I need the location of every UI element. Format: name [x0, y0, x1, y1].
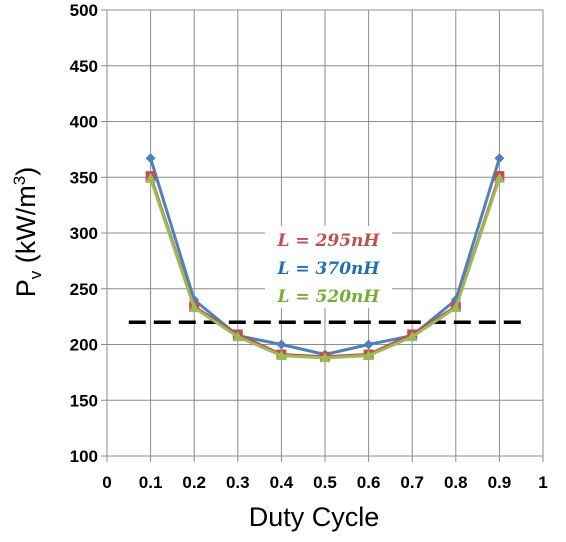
- data-point-triangle: [363, 350, 375, 361]
- y-axis-title-base: P: [11, 279, 41, 297]
- y-tick-label: 250: [70, 280, 98, 299]
- data-point-triangle: [188, 302, 200, 313]
- data-point-triangle: [232, 331, 244, 342]
- data-point-diamond: [363, 339, 374, 350]
- data-point-triangle: [319, 352, 331, 363]
- y-tick-label: 300: [70, 224, 98, 243]
- x-tick-label: 0.6: [357, 473, 381, 492]
- y-axis-title-unit-open: (kW/m: [11, 185, 41, 270]
- x-tick-label: 0.2: [182, 473, 206, 492]
- x-tick-label: 0.1: [139, 473, 163, 492]
- y-axis-title: Pv (kW/m3): [10, 167, 45, 297]
- x-tick-label: 0.5: [313, 473, 337, 492]
- plot-area-border: [106, 9, 544, 457]
- data-point-triangle: [450, 302, 462, 313]
- y-axis-title-superscript: 3: [10, 176, 29, 185]
- data-point-triangle: [493, 172, 505, 183]
- data-point-triangle: [406, 331, 418, 342]
- legend-entry-label: L = 295nH: [277, 231, 381, 251]
- series-group: [145, 153, 505, 363]
- y-tick-label: 400: [70, 113, 98, 132]
- series-triangle: [145, 172, 505, 363]
- x-tick-label: 1: [538, 473, 547, 492]
- legend-entry-label: L = 370nH: [277, 259, 381, 279]
- data-point-diamond: [494, 153, 505, 164]
- x-tick-label: 0.7: [400, 473, 424, 492]
- plot-area-border-rect: [106, 9, 544, 457]
- y-tick-label: 200: [70, 336, 98, 355]
- x-tick-label: 0.9: [488, 473, 512, 492]
- x-axis-title: Duty Cycle: [249, 502, 380, 532]
- x-tick-label: 0.3: [226, 473, 250, 492]
- y-axis-title-subscript: v: [26, 270, 45, 279]
- data-point-triangle: [275, 350, 287, 361]
- legend-background: [265, 226, 392, 308]
- x-tick-label: 0.8: [444, 473, 468, 492]
- y-tick-label: 100: [70, 447, 98, 466]
- y-tick-label: 350: [70, 168, 98, 187]
- x-tick-label: 0.4: [270, 473, 294, 492]
- data-point-diamond: [276, 339, 287, 350]
- y-tick-label: 500: [70, 1, 98, 20]
- tick-labels: 0 0.1 0.2 0.3 0.4 0.5 0.6 0.7 0.8 0.9 1 100 150 200 25…: [70, 1, 548, 492]
- legend-entry-label: L = 520nH: [277, 287, 381, 307]
- y-tick-label: 150: [70, 391, 98, 410]
- legend: L = 295nH L = 370nH L = 520nH: [265, 226, 392, 308]
- data-point-triangle: [145, 172, 157, 183]
- data-point-diamond: [145, 153, 156, 164]
- y-tick-label: 450: [70, 57, 98, 76]
- x-tick-label: 0: [102, 473, 111, 492]
- y-axis-title-unit-close: ): [11, 167, 41, 176]
